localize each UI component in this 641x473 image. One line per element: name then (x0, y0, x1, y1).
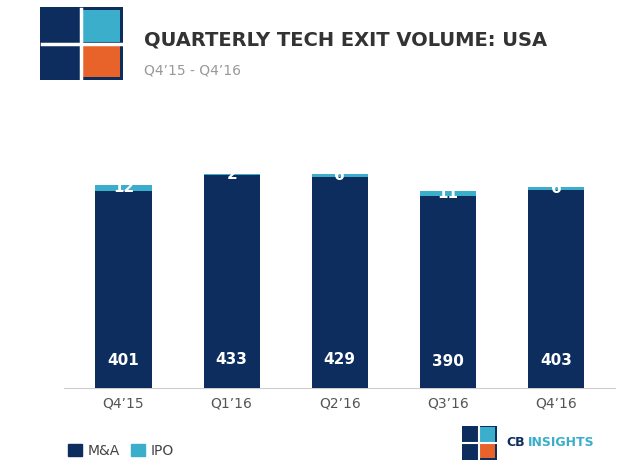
Text: 11: 11 (437, 186, 458, 201)
Text: 401: 401 (108, 353, 140, 368)
Bar (312, 177, 368, 388)
FancyBboxPatch shape (36, 3, 127, 84)
Text: 2: 2 (226, 167, 237, 182)
Bar (83, 10, 120, 42)
Text: CB: CB (506, 436, 525, 449)
Bar (96, 191, 152, 388)
Bar (204, 175, 260, 388)
Bar (480, 443, 495, 458)
Text: Q4’15 - Q4’16: Q4’15 - Q4’16 (144, 64, 241, 78)
Text: INSIGHTS: INSIGHTS (528, 436, 594, 449)
Text: 403: 403 (540, 353, 572, 368)
Bar (480, 427, 495, 442)
Text: 6: 6 (335, 168, 345, 183)
Bar (528, 187, 584, 190)
Text: 433: 433 (216, 351, 247, 367)
Bar (96, 184, 152, 191)
Text: 12: 12 (113, 180, 134, 195)
Bar (528, 190, 584, 388)
Bar (420, 196, 476, 388)
Text: 429: 429 (324, 352, 356, 367)
Text: QUARTERLY TECH EXIT VOLUME: USA: QUARTERLY TECH EXIT VOLUME: USA (144, 31, 547, 50)
Bar (312, 174, 368, 177)
Legend: M&A, IPO: M&A, IPO (69, 444, 174, 458)
Bar (83, 45, 120, 78)
Text: 390: 390 (432, 354, 463, 368)
FancyBboxPatch shape (460, 424, 499, 462)
Bar (420, 191, 476, 196)
Bar (204, 174, 260, 175)
Text: 6: 6 (551, 181, 562, 196)
